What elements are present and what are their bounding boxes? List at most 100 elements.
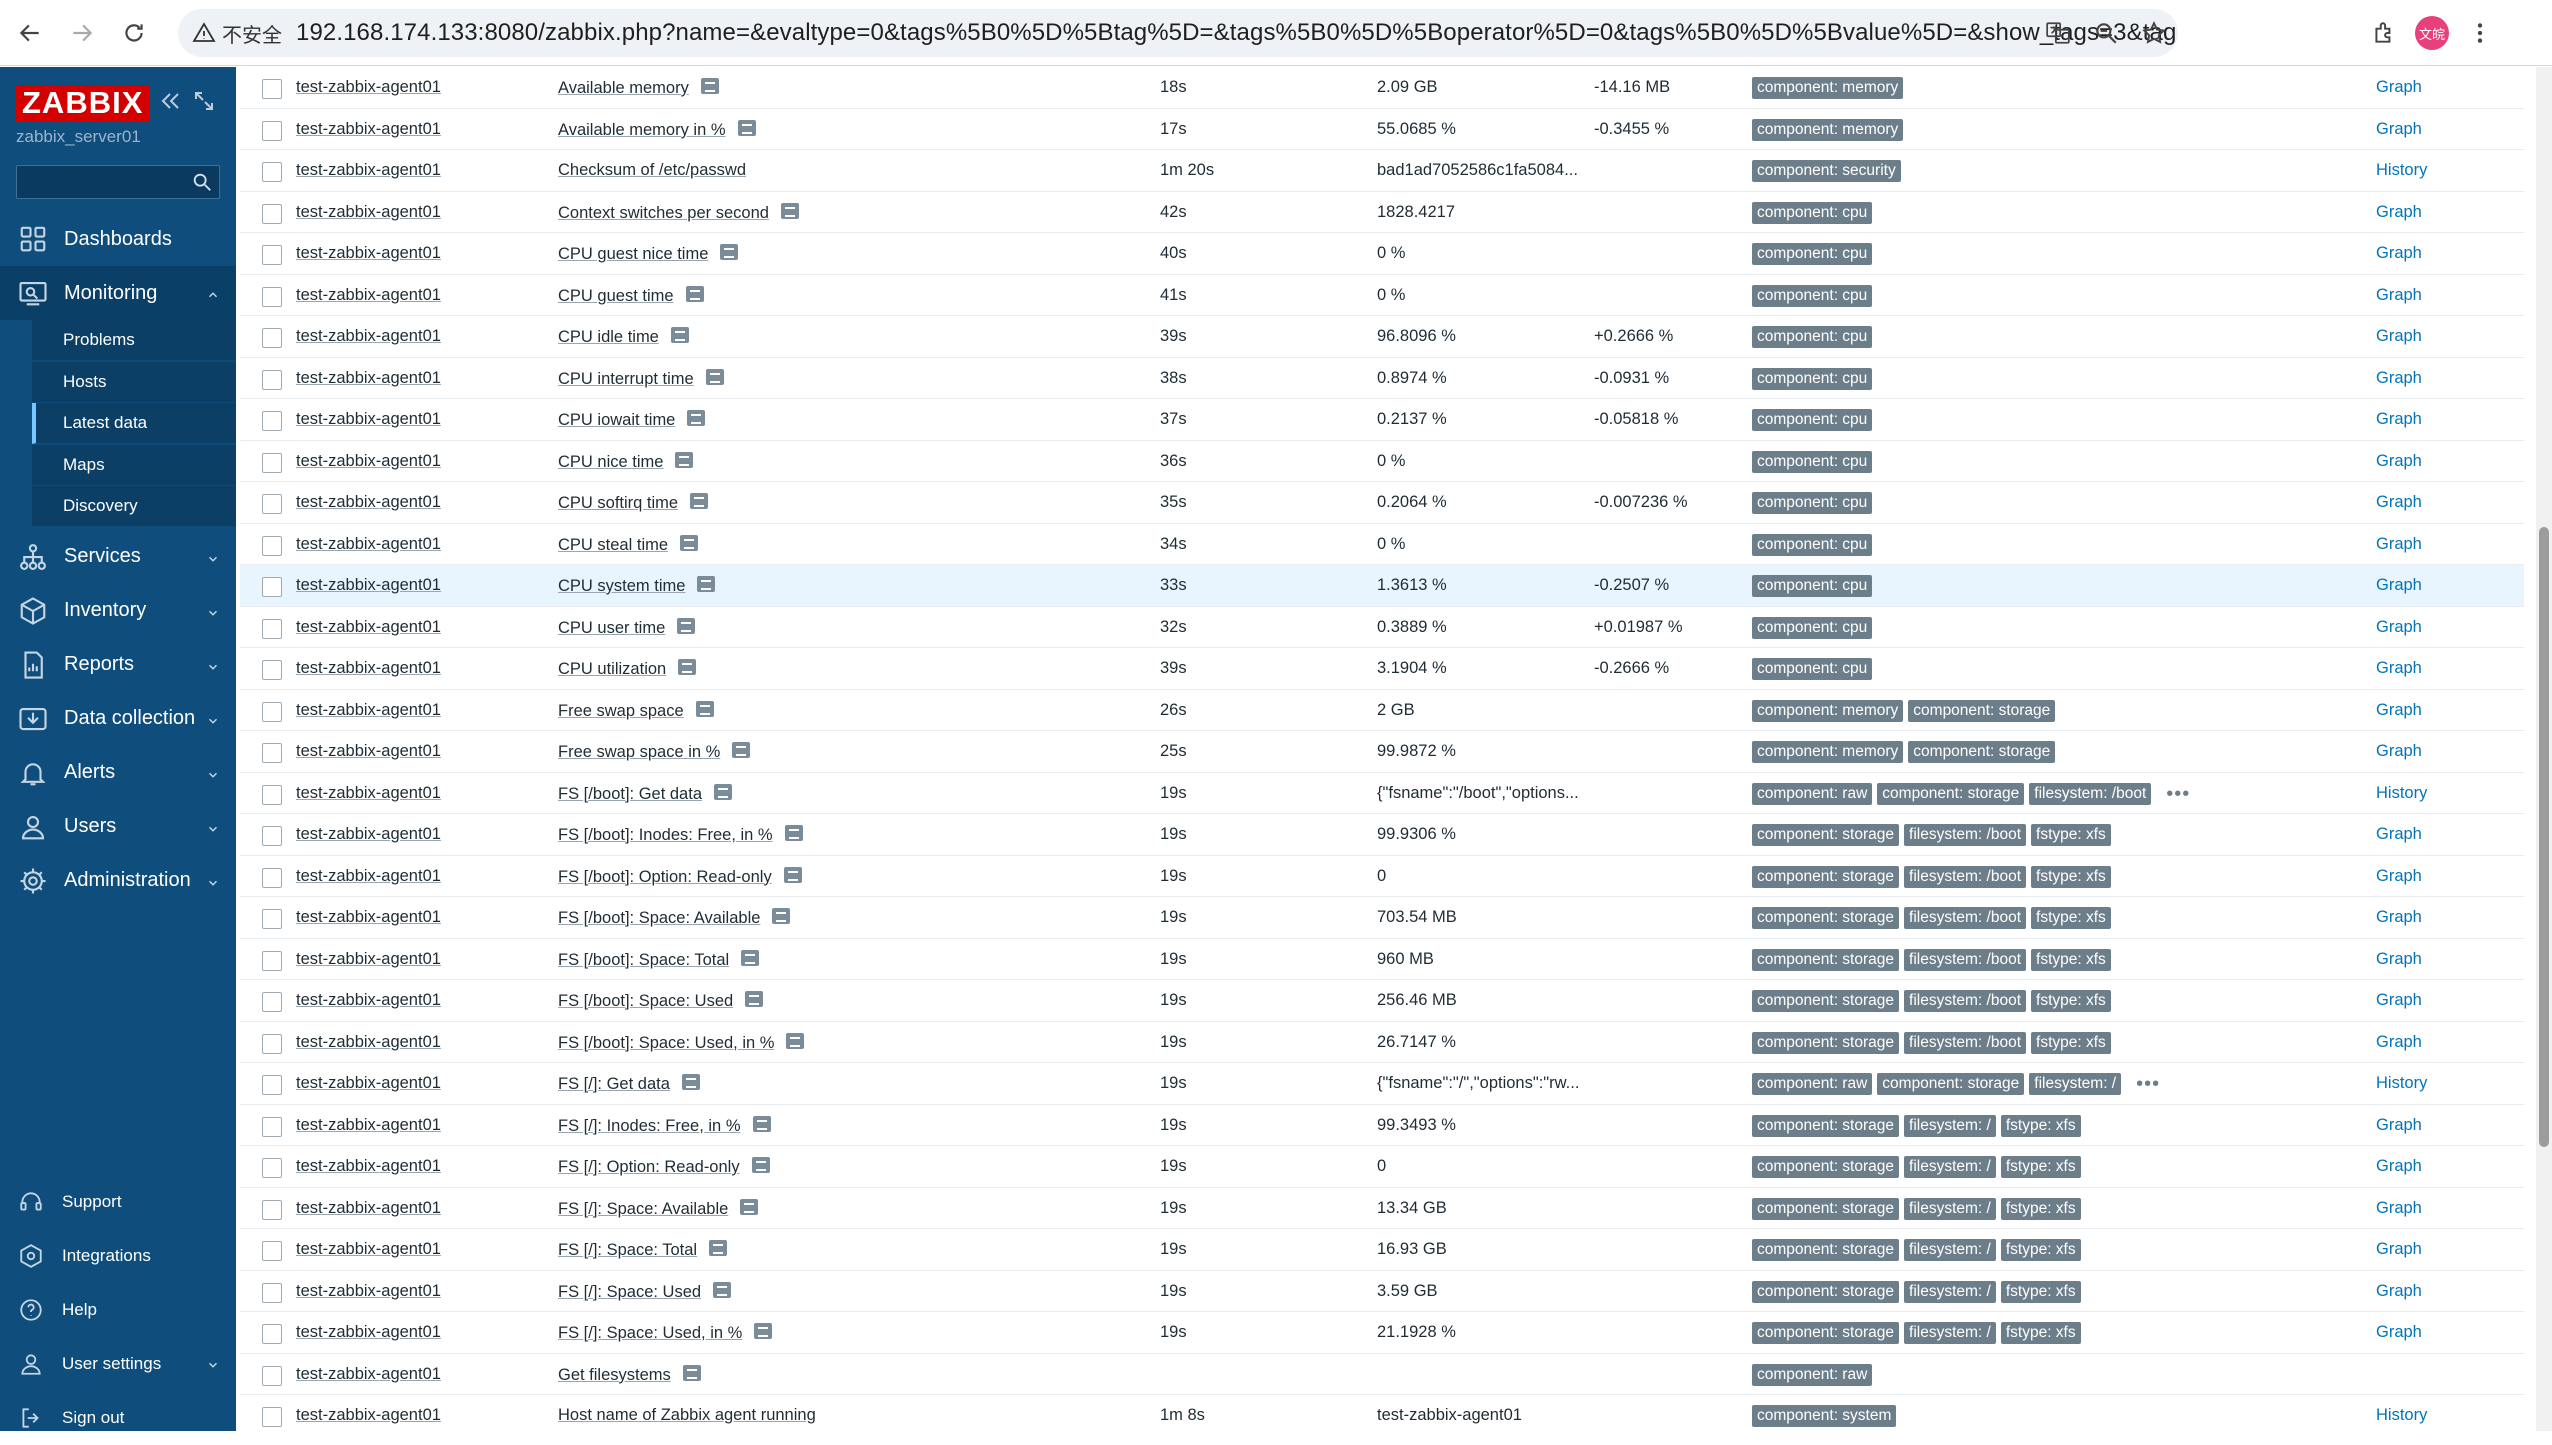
item-name-link[interactable]: FS [/boot]: Space: Total [558, 949, 760, 970]
row-checkbox[interactable] [262, 1282, 282, 1303]
tag-badge[interactable]: component: memory [1752, 77, 1904, 99]
tag-badge[interactable]: component: cpu [1752, 201, 1873, 224]
description-hint-icon[interactable] [687, 410, 706, 426]
row-checkbox[interactable] [262, 950, 282, 971]
tag-badge[interactable]: component: cpu [1752, 243, 1873, 265]
description-hint-icon[interactable] [680, 534, 699, 551]
item-name-link[interactable]: Available memory [558, 78, 719, 98]
tag-badge[interactable]: component: raw [1752, 782, 1873, 805]
tag-badge[interactable]: filesystem: /boot [2029, 782, 2152, 805]
tag-badge[interactable]: fstype: xfs [2031, 948, 2111, 971]
tag-badge[interactable]: fstype: xfs [2031, 907, 2111, 929]
host-link[interactable]: test-zabbix-agent01 [296, 493, 441, 511]
host-link[interactable]: test-zabbix-agent01 [296, 78, 441, 96]
history-link[interactable]: History [2376, 783, 2428, 802]
description-hint-icon[interactable] [700, 78, 719, 94]
host-link[interactable]: test-zabbix-agent01 [296, 825, 441, 843]
host-link[interactable]: test-zabbix-agent01 [296, 534, 441, 553]
host-link[interactable]: test-zabbix-agent01 [296, 1198, 441, 1217]
history-link[interactable]: History [2376, 1406, 2428, 1424]
item-name-link[interactable]: FS [/boot]: Option: Read-only [558, 866, 802, 887]
row-checkbox[interactable] [262, 245, 282, 265]
host-link[interactable]: test-zabbix-agent01 [296, 1115, 441, 1134]
graph-link[interactable]: Graph [2376, 825, 2422, 843]
tag-badge[interactable]: component: cpu [1752, 409, 1873, 431]
back-icon[interactable] [8, 11, 52, 55]
description-hint-icon[interactable] [720, 244, 739, 260]
translate-icon[interactable] [2034, 9, 2082, 57]
tag-badge[interactable]: component: cpu [1752, 533, 1873, 556]
sidebar-item-reports[interactable]: Reports [0, 638, 236, 692]
graph-link[interactable]: Graph [2376, 78, 2422, 96]
search-icon[interactable] [191, 171, 213, 193]
description-hint-icon[interactable] [690, 493, 709, 509]
host-link[interactable]: test-zabbix-agent01 [296, 908, 441, 926]
tag-badge[interactable]: component: storage [1752, 1156, 1900, 1178]
description-hint-icon[interactable] [697, 576, 716, 592]
description-hint-icon[interactable] [695, 700, 714, 717]
item-name-link[interactable]: CPU steal time [558, 534, 699, 555]
insecure-indicator[interactable]: 不安全 [192, 19, 282, 48]
tag-badge[interactable]: component: storage [1908, 699, 2056, 722]
tag-badge[interactable]: component: storage [1752, 824, 1900, 846]
history-link[interactable]: History [2376, 1074, 2428, 1092]
row-checkbox[interactable] [262, 701, 282, 722]
description-hint-icon[interactable] [754, 1323, 773, 1339]
description-hint-icon[interactable] [682, 1364, 701, 1381]
row-checkbox[interactable] [262, 618, 282, 639]
tag-badge[interactable]: filesystem: / [1904, 1114, 1996, 1137]
host-link[interactable]: test-zabbix-agent01 [296, 285, 441, 304]
item-name-link[interactable]: FS [/boot]: Space: Available [558, 908, 791, 928]
tag-badge[interactable]: component: memory [1752, 699, 1904, 722]
row-checkbox[interactable] [262, 660, 282, 680]
item-name-link[interactable]: CPU iowait time [558, 410, 706, 430]
row-checkbox[interactable] [262, 1116, 282, 1137]
menu-kebab-icon[interactable] [2456, 9, 2504, 57]
row-checkbox[interactable] [262, 1199, 282, 1220]
history-link[interactable]: History [2376, 161, 2428, 179]
graph-link[interactable]: Graph [2376, 327, 2422, 345]
row-checkbox[interactable] [262, 1365, 282, 1386]
submenu-item-problems[interactable]: Problems [32, 320, 236, 361]
graph-link[interactable]: Graph [2376, 617, 2422, 636]
graph-link[interactable]: Graph [2376, 534, 2422, 553]
sidebar-item-support[interactable]: Support [0, 1175, 236, 1229]
graph-link[interactable]: Graph [2376, 1198, 2422, 1217]
host-link[interactable]: test-zabbix-agent01 [296, 866, 441, 885]
row-checkbox[interactable] [262, 79, 282, 99]
tag-badge[interactable]: filesystem: / [1904, 1156, 1996, 1178]
tag-badge[interactable]: component: storage [1877, 782, 2025, 805]
graph-link[interactable]: Graph [2376, 244, 2422, 262]
host-link[interactable]: test-zabbix-agent01 [296, 327, 441, 345]
tag-badge[interactable]: fstype: xfs [2031, 865, 2111, 888]
tag-badge[interactable]: fstype: xfs [2031, 824, 2111, 846]
item-name-link[interactable]: FS [/]: Get data [558, 1074, 700, 1094]
description-hint-icon[interactable] [784, 825, 803, 841]
tag-badge[interactable]: component: storage [1752, 1280, 1900, 1303]
description-hint-icon[interactable] [678, 659, 697, 675]
item-name-link[interactable]: CPU guest nice time [558, 244, 739, 264]
item-name-link[interactable]: FS [/]: Option: Read-only [558, 1157, 770, 1177]
row-checkbox[interactable] [262, 328, 282, 348]
host-link[interactable]: test-zabbix-agent01 [296, 1281, 441, 1300]
graph-link[interactable]: Graph [2376, 410, 2422, 428]
submenu-item-hosts[interactable]: Hosts [32, 361, 236, 403]
tag-badge[interactable]: filesystem: / [1904, 1280, 1996, 1303]
tag-badge[interactable]: component: cpu [1752, 492, 1873, 514]
tag-badge[interactable]: fstype: xfs [2000, 1322, 2081, 1344]
tag-badge[interactable]: component: cpu [1752, 367, 1873, 390]
tag-badge[interactable]: filesystem: /boot [1904, 990, 2027, 1012]
sidebar-item-help[interactable]: Help [0, 1283, 236, 1337]
sidebar-item-dashboards[interactable]: Dashboards [0, 212, 236, 266]
tag-badge[interactable]: filesystem: / [2029, 1073, 2122, 1095]
description-hint-icon[interactable] [783, 866, 802, 883]
row-checkbox[interactable] [262, 867, 282, 888]
host-link[interactable]: test-zabbix-agent01 [296, 244, 441, 262]
tag-badge[interactable]: fstype: xfs [2000, 1197, 2081, 1220]
host-link[interactable]: test-zabbix-agent01 [296, 410, 441, 428]
item-name-link[interactable]: Free swap space in % [558, 742, 751, 762]
tag-badge[interactable]: component: storage [1752, 948, 1900, 971]
tag-badge[interactable]: filesystem: /boot [1904, 824, 2027, 846]
row-checkbox[interactable] [262, 1033, 282, 1054]
row-checkbox[interactable] [262, 784, 282, 805]
